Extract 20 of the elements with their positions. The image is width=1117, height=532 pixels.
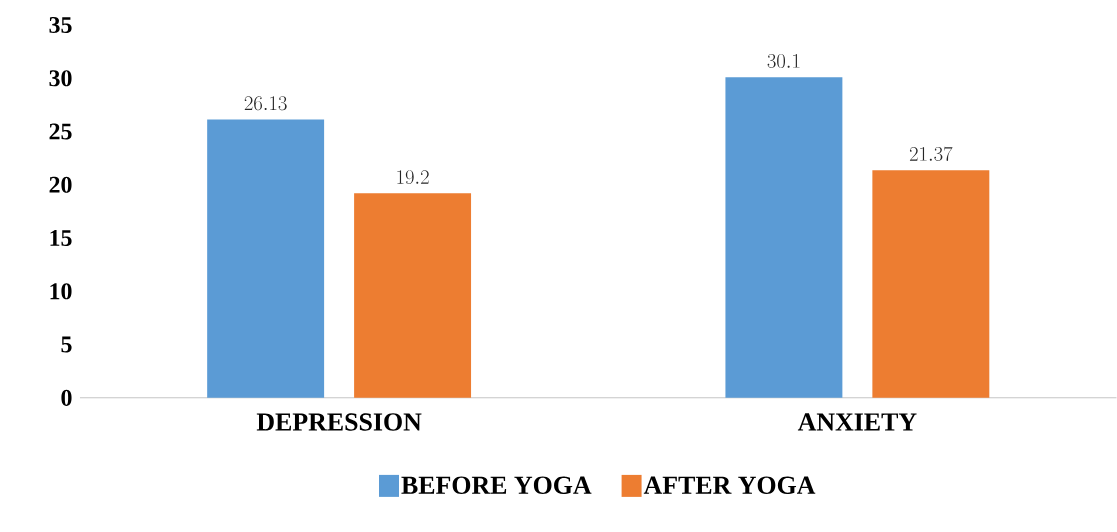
data-label: 21 .37 [909,146,953,162]
bar [872,170,990,398]
y-tick-label: 35 [49,17,72,34]
y-tick-label: 15 [50,230,72,247]
bar [725,77,843,398]
y-tick-label: 10 [50,283,72,300]
y-tick-label: 5 [61,336,72,353]
y-tick-label: 0 [61,389,72,406]
x-tick-label: DEPRESSION [256,413,422,431]
data-label: 26. 13 [244,96,287,111]
data-label: 19.2 [397,170,429,185]
y-tick-label: 30 [49,70,72,87]
y-tick-label: 20 [49,176,72,193]
bar [354,193,472,398]
legend-label: BEFORE YOGA [401,476,592,495]
y-tick-label: 25 [49,123,72,140]
legend-label: AFTER YOGA [643,476,816,495]
x-tick-label: ANXIETY [797,413,917,431]
data-label: 30. 1 [767,54,800,69]
bar [207,119,325,398]
